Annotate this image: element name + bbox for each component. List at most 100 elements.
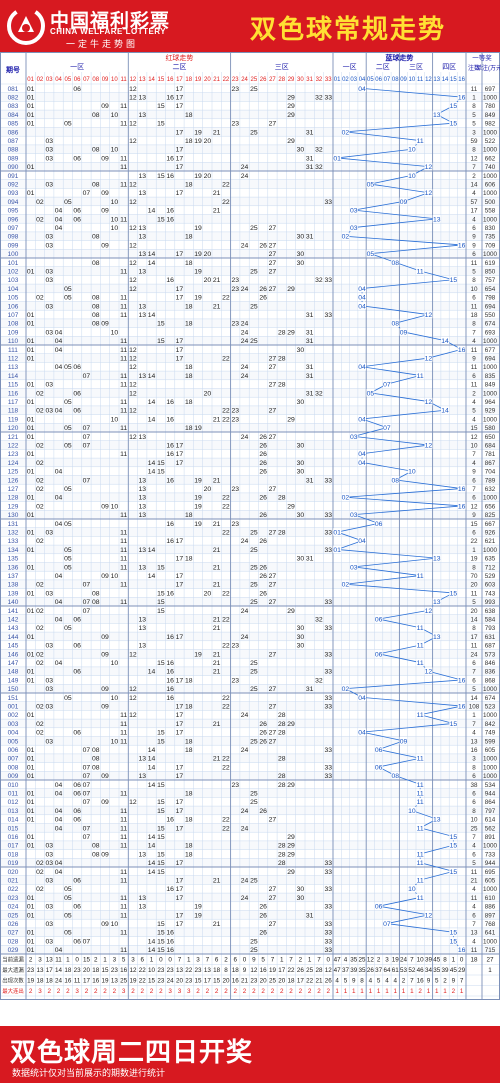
prize-amount: 850 (485, 268, 496, 275)
prize-count: 6 (472, 912, 476, 919)
red-ball-mark: 11 (120, 721, 127, 728)
red-ball-mark: 33 (324, 312, 332, 319)
red-stat-value: 11 (55, 957, 62, 964)
red-ball-mark: 24 (241, 173, 249, 180)
red-ball-mark: 16 (166, 817, 174, 824)
blue-ball-backdrop (358, 302, 367, 310)
red-ball-mark: 18 (185, 851, 193, 858)
blue-ball-backdrop (432, 554, 441, 562)
red-ball-mark: 15 (157, 782, 165, 789)
red-ball-mark: 22 (222, 408, 230, 415)
issue-number: 094 (8, 199, 19, 206)
prize-count: 6 (472, 799, 476, 806)
red-ball-mark: 13 (138, 434, 146, 441)
blue-ball-backdrop (457, 484, 466, 493)
red-stat-value: 16 (260, 967, 268, 974)
red-ball-mark: 18 (185, 260, 193, 267)
red-ball-mark: 25 (250, 225, 258, 232)
issue-number: 126 (8, 477, 19, 484)
trend-table: 期号红球走势一区二区三区蓝球走势一区二区三区四区一等奖注数单注(万元)01020… (0, 52, 500, 1026)
red-ball-mark: 28 (278, 860, 286, 867)
blue-stat-value: 1 (385, 988, 389, 995)
red-ball-mark: 04 (55, 947, 63, 954)
blue-ball-backdrop (416, 850, 425, 858)
red-ball-mark: 33 (324, 529, 332, 536)
row-stripe (0, 127, 500, 137)
red-ball-mark: 22 (222, 756, 230, 763)
red-ball-mark: 03 (45, 242, 53, 249)
blue-ball-backdrop (407, 806, 416, 815)
red-ball-mark: 26 (259, 286, 267, 293)
red-ball-mark: 01 (27, 338, 35, 345)
blue-ball-mark: 01 (333, 529, 341, 536)
red-stat-value: 2 (57, 988, 61, 995)
blue-ball-backdrop (374, 519, 383, 528)
red-ball-mark: 14 (148, 834, 156, 841)
blue-ball-mark: 13 (433, 817, 441, 824)
issue-number: 025 (8, 912, 19, 919)
row-stripe (0, 371, 500, 380)
blue-stat-value: 1 (377, 988, 381, 995)
red-ball-mark: 30 (297, 886, 305, 893)
red-ball-mark: 09 (101, 155, 109, 162)
blue-stat-value: 61 (392, 967, 400, 974)
red-ball-mark: 14 (148, 547, 156, 554)
red-ball-mark: 17 (176, 164, 184, 171)
red-ball-mark: 09 (101, 321, 109, 328)
red-ball-mark: 31 (306, 912, 314, 919)
row-stripe (0, 162, 500, 171)
red-ball-mark: 26 (259, 469, 267, 476)
red-ball-mark: 07 (83, 477, 91, 484)
red-stat-value: 2 (140, 988, 144, 995)
row-stripe (0, 614, 500, 624)
blue-ball-backdrop (416, 858, 425, 867)
red-ball-mark: 20 (204, 590, 212, 597)
row-stripe (0, 249, 500, 258)
red-ball-mark: 27 (269, 529, 277, 536)
blue-stat-value: 47 (334, 957, 342, 964)
red-ball-mark: 21 (213, 616, 221, 623)
prize-count: 11 (471, 869, 478, 876)
red-ball-mark: 25 (250, 599, 258, 606)
red-column-label: 15 (158, 77, 165, 83)
blue-ball-mark: 07 (383, 425, 391, 432)
prize-count: 2 (472, 173, 476, 180)
red-ball-mark: 06 (73, 938, 81, 945)
red-ball-mark: 15 (157, 338, 165, 345)
issue-number: 145 (8, 643, 19, 650)
red-ball-mark: 11 (120, 121, 127, 128)
prize-count: 6 (472, 677, 476, 684)
red-ball-mark: 01 (27, 382, 35, 389)
red-ball-mark: 10 (111, 738, 119, 745)
prize-count: 108 (469, 703, 480, 710)
red-ball-mark: 05 (64, 886, 72, 893)
row-stripe (0, 927, 500, 937)
red-ball-mark: 27 (269, 582, 277, 589)
blue-ball-backdrop (349, 510, 358, 519)
red-ball-mark: 21 (213, 303, 221, 310)
red-ball-mark: 15 (157, 121, 165, 128)
blue-ball-backdrop (457, 945, 466, 954)
red-ball-mark: 28 (278, 355, 286, 362)
red-ball-mark: 16 (166, 208, 174, 215)
prize-count: 4 (472, 938, 476, 945)
red-ball-mark: 33 (324, 904, 332, 911)
prize-amount: 1000 (483, 886, 498, 893)
blue-ball-backdrop (424, 162, 433, 171)
issue-number: 147 (8, 660, 19, 667)
prize-count: 16 (470, 747, 478, 754)
row-stripe (0, 527, 500, 537)
prize-amount: 1000 (483, 756, 498, 763)
issue-number: 113 (8, 364, 19, 371)
blue-stat-value: 3 (385, 957, 389, 964)
red-ball-mark: 04 (55, 817, 63, 824)
blue-ball-mark: 05 (367, 390, 375, 397)
red-ball-mark: 03 (45, 643, 53, 650)
stats-note: 数据统计仅对当前展示的期数进行统计 (12, 1068, 166, 1078)
row-stripe (0, 736, 500, 746)
prize-count: 4 (472, 886, 476, 893)
red-ball-mark: 03 (45, 904, 53, 911)
red-ball-mark: 01 (27, 451, 35, 458)
red-ball-mark: 02 (36, 216, 44, 223)
